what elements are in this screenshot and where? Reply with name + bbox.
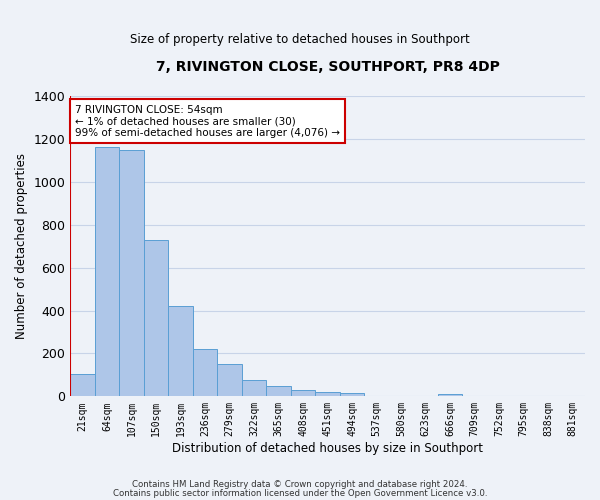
Bar — [144, 240, 169, 396]
Bar — [119, 150, 144, 396]
Bar — [316, 392, 340, 396]
Bar — [340, 393, 364, 396]
Text: 7 RIVINGTON CLOSE: 54sqm
← 1% of detached houses are smaller (30)
99% of semi-de: 7 RIVINGTON CLOSE: 54sqm ← 1% of detache… — [75, 104, 340, 138]
Bar — [217, 364, 242, 396]
Bar — [242, 380, 266, 396]
Bar — [193, 349, 217, 397]
Bar — [438, 394, 463, 396]
Bar — [70, 374, 95, 396]
X-axis label: Distribution of detached houses by size in Southport: Distribution of detached houses by size … — [172, 442, 483, 455]
Text: Contains public sector information licensed under the Open Government Licence v3: Contains public sector information licen… — [113, 490, 487, 498]
Bar — [266, 386, 291, 396]
Text: Size of property relative to detached houses in Southport: Size of property relative to detached ho… — [130, 32, 470, 46]
Bar — [95, 148, 119, 396]
Bar — [291, 390, 316, 396]
Title: 7, RIVINGTON CLOSE, SOUTHPORT, PR8 4DP: 7, RIVINGTON CLOSE, SOUTHPORT, PR8 4DP — [156, 60, 500, 74]
Bar — [169, 306, 193, 396]
Text: Contains HM Land Registry data © Crown copyright and database right 2024.: Contains HM Land Registry data © Crown c… — [132, 480, 468, 489]
Y-axis label: Number of detached properties: Number of detached properties — [15, 153, 28, 339]
